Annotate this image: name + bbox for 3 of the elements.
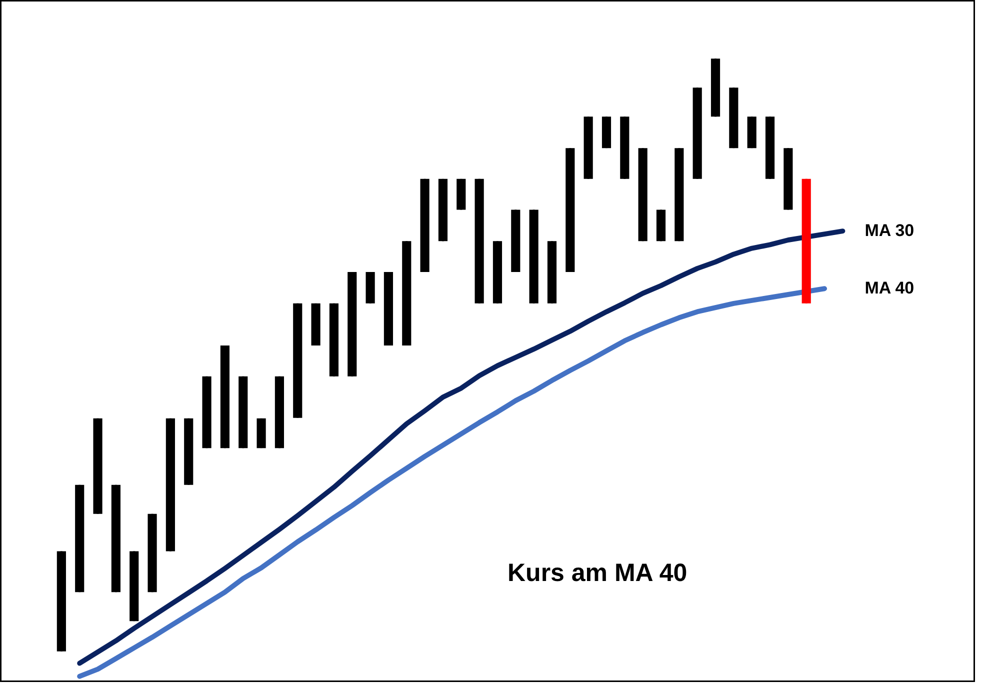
annotation: Kurs am MA 40 (508, 559, 688, 588)
text: MA 40 (864, 278, 914, 298)
series-label: MA 30 (864, 221, 914, 240)
